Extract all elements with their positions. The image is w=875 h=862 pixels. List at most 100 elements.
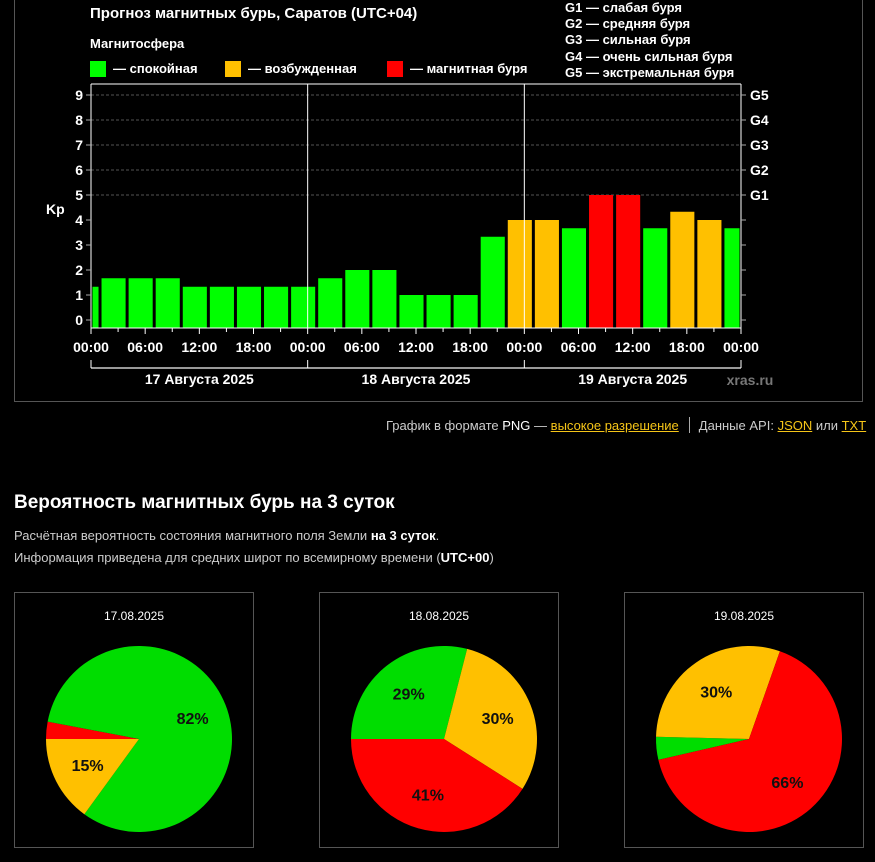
- kp-bar: [101, 278, 126, 328]
- pie-slice-quiet: [351, 646, 468, 739]
- kp-bar: [589, 195, 614, 328]
- kp-bar: [372, 270, 397, 328]
- desc-text: .: [435, 528, 440, 543]
- pie-slice-label: 30%: [700, 685, 732, 702]
- x-tick-label: 00:00: [723, 339, 759, 355]
- kp-bar: [182, 286, 207, 328]
- legend-swatch-storm: [387, 61, 403, 77]
- kp-bar: [507, 220, 532, 328]
- g-scale-item: G3 — сильная буря: [565, 32, 691, 48]
- desc-text: Информация приведена для средних широт п…: [14, 550, 441, 565]
- pie-slice-storm: [351, 739, 523, 832]
- y-tick-label: 3: [75, 237, 83, 253]
- export-links: График в формате PNG — высокое разрешени…: [386, 417, 866, 433]
- separator: [688, 417, 690, 433]
- kp-bar: [643, 228, 668, 328]
- y-tick-label: 2: [75, 262, 83, 278]
- txt-link[interactable]: TXT: [841, 418, 867, 433]
- y-tick-label: 7: [75, 137, 83, 153]
- x-tick-label: 00:00: [290, 339, 326, 355]
- y-tick-label: 6: [75, 162, 83, 178]
- dash: —: [534, 418, 548, 433]
- kp-bar: [399, 295, 424, 328]
- probability-heading: Вероятность магнитных бурь на 3 суток: [14, 492, 395, 513]
- watermark: xras.ru: [727, 372, 774, 388]
- pie-slice-quiet: [656, 736, 749, 760]
- hires-png-link[interactable]: высокое разрешение: [550, 418, 679, 433]
- x-tick-label: 18:00: [669, 339, 705, 355]
- y-tick-label: 0: [75, 312, 83, 328]
- x-tick-label: 18:00: [236, 339, 272, 355]
- day-label: 18 Августа 2025: [362, 371, 471, 387]
- pie-slice-active: [444, 648, 537, 789]
- kp-bar: [670, 211, 695, 328]
- kp-bar: [426, 295, 451, 328]
- pie-slice-quiet: [47, 646, 233, 832]
- g-tick-label: G1: [750, 187, 769, 203]
- g-scale-item: G1 — слабая буря: [565, 0, 683, 15]
- pie-slice-label: 30%: [482, 711, 514, 728]
- g-tick-label: G4: [750, 112, 769, 128]
- or-text: или: [815, 418, 838, 433]
- kp-bar: [318, 278, 343, 328]
- pie-slice-label: 15%: [72, 758, 104, 775]
- kp-bar: [264, 286, 289, 328]
- pie-card-day3: 19.08.2025 30% 66%: [624, 592, 864, 848]
- kp-bar-chart: 0 1 2 3 4 5 6 7 8 9 G1 G2 G3 G4 G5 Kp 00:00 06:00 12:00 18:…: [46, 83, 774, 388]
- json-link[interactable]: JSON: [777, 418, 813, 433]
- y-axis-label: Kp: [46, 201, 65, 217]
- legend-label-quiet: — спокойная: [113, 61, 198, 76]
- pie-chart: 82% 15%: [46, 646, 233, 832]
- kp-bar: [236, 286, 262, 328]
- kp-bar: [345, 270, 370, 328]
- kp-bar: [92, 286, 99, 328]
- api-text: Данные API:: [698, 418, 774, 433]
- pie-slice-active: [656, 646, 780, 739]
- desc-text: ): [489, 550, 494, 565]
- kp-bar: [724, 228, 740, 328]
- kp-bar: [534, 220, 559, 328]
- legend-label-storm: — магнитная буря: [410, 61, 528, 76]
- legend-title: Магнитосфера: [90, 36, 185, 51]
- kp-bar: [291, 286, 316, 328]
- y-tick-label: 4: [75, 212, 83, 228]
- x-tick-label: 06:00: [344, 339, 380, 355]
- y-tick-label: 1: [75, 287, 83, 303]
- kp-bar: [128, 278, 153, 328]
- day-label: 17 Августа 2025: [145, 371, 254, 387]
- kp-bar: [697, 220, 722, 328]
- x-tick-label: 06:00: [561, 339, 597, 355]
- pie-card-day1: 17.08.2025 82% 15%: [14, 592, 254, 848]
- g-tick-label: G2: [750, 162, 769, 178]
- pie-slice-label: 29%: [393, 686, 425, 703]
- g-scale-item: G5 — экстремальная буря: [565, 64, 735, 80]
- legend-swatch-active: [225, 61, 241, 77]
- x-tick-label: 12:00: [181, 339, 217, 355]
- kp-bar: [209, 286, 234, 328]
- pie-slice-label: 82%: [177, 711, 209, 728]
- g-scale-item: G4 — очень сильная буря: [565, 48, 733, 64]
- legend-swatch-quiet: [90, 61, 106, 77]
- y-tick-label: 5: [75, 187, 83, 203]
- pie-date: 18.08.2025: [408, 609, 470, 623]
- x-tick-label: 06:00: [127, 339, 163, 355]
- desc-text: Расчётная вероятность состояния магнитно…: [14, 528, 368, 543]
- x-tick-label: 12:00: [398, 339, 434, 355]
- desc-bold: на 3 суток: [370, 528, 436, 543]
- x-tick-label: 12:00: [615, 339, 651, 355]
- kp-bar: [155, 278, 180, 328]
- g-scale-list: G1 — слабая буря G2 — средняя буря G3 — …: [565, 0, 734, 81]
- kp-chart-frame: [14, 0, 863, 402]
- legend-label-active: — возбужденная: [248, 61, 357, 76]
- kp-bar: [616, 195, 641, 328]
- png-text: График в формате: [386, 418, 499, 433]
- x-tick-label: 00:00: [73, 339, 109, 355]
- pie-date: 17.08.2025: [103, 609, 165, 623]
- kp-bar: [561, 228, 587, 328]
- kp-bar: [453, 295, 478, 328]
- pie-card-day2: 18.08.2025 29% 30% 41%: [319, 592, 559, 848]
- g-scale-item: G2 — средняя буря: [565, 16, 691, 32]
- probability-desc-1: Расчётная вероятность состояния магнитно…: [14, 528, 439, 543]
- y-tick-label: 9: [75, 87, 83, 103]
- y-tick-label: 8: [75, 112, 83, 128]
